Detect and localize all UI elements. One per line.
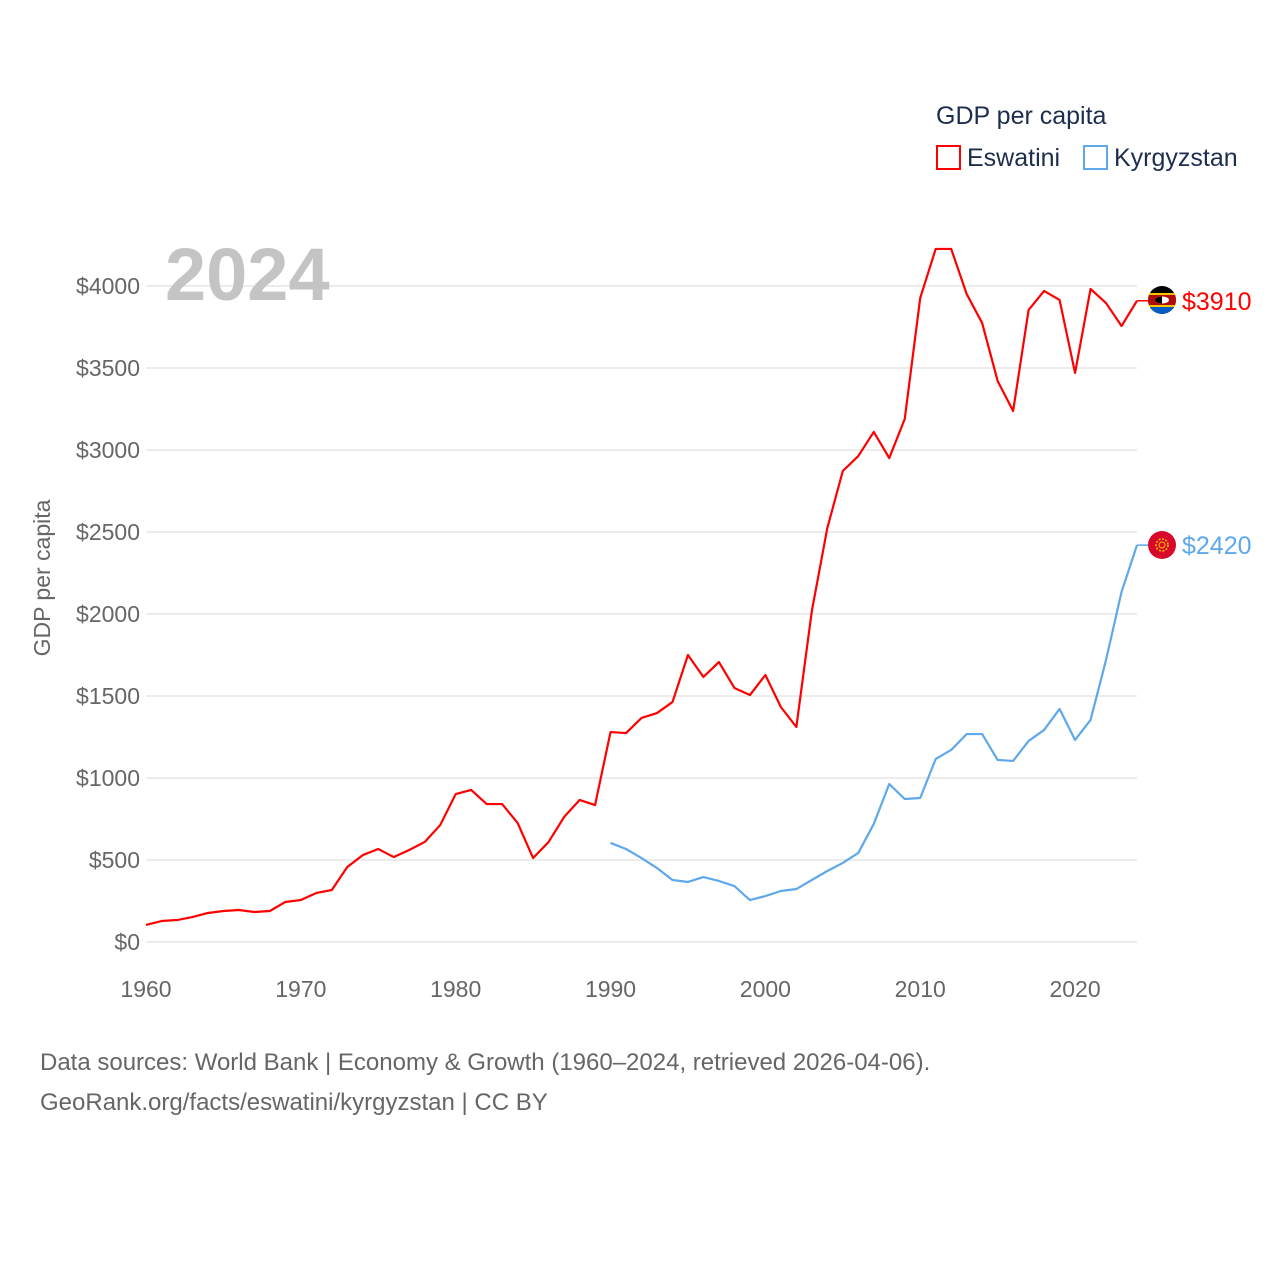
legend-item-eswatini[interactable]: Eswatini bbox=[936, 144, 1060, 172]
eswatini-flag-icon bbox=[1148, 286, 1176, 314]
legend-label: Kyrgyzstan bbox=[1114, 144, 1238, 172]
x-tick-label: 2000 bbox=[740, 976, 791, 1002]
legend-item-kyrgyzstan[interactable]: Kyrgyzstan bbox=[1083, 144, 1238, 172]
y-tick-label: $500 bbox=[89, 847, 140, 873]
y-tick-label: $4000 bbox=[76, 273, 140, 299]
legend-label: Eswatini bbox=[967, 144, 1060, 172]
y-tick-label: $3000 bbox=[76, 437, 140, 463]
x-tick-label: 2010 bbox=[895, 976, 946, 1002]
x-axis-ticks: 1960 1970 1980 1990 2000 2010 2020 bbox=[120, 976, 1100, 1002]
x-tick-label: 1980 bbox=[430, 976, 481, 1002]
legend-swatch-kyrgyzstan bbox=[1083, 145, 1108, 170]
end-value-label: $2420 bbox=[1182, 532, 1252, 560]
series-end-labels: $3910 $2420 bbox=[1182, 288, 1252, 560]
series-lines bbox=[145, 247, 1148, 927]
y-tick-label: $3500 bbox=[76, 355, 140, 381]
legend-title: GDP per capita bbox=[936, 102, 1107, 130]
gdp-line-chart: $0 $500 $1000 $1500 $2000 $2500 $3000 $3500 $400… bbox=[29, 102, 1252, 1002]
series-line-eswatini bbox=[145, 247, 1138, 927]
x-tick-label: 1970 bbox=[275, 976, 326, 1002]
source-line: Data sources: World Bank | Economy & Gro… bbox=[40, 1049, 931, 1076]
x-tick-label: 1990 bbox=[585, 976, 636, 1002]
y-axis-label: GDP per capita bbox=[29, 499, 55, 656]
source-link[interactable]: GeoRank.org/facts/eswatini/kyrgyzstan | … bbox=[40, 1089, 548, 1116]
y-tick-label: $2000 bbox=[76, 601, 140, 627]
x-tick-label: 1960 bbox=[120, 976, 171, 1002]
kyrgyzstan-flag-icon bbox=[1148, 531, 1176, 559]
y-tick-label: $1500 bbox=[76, 683, 140, 709]
legend-swatch-eswatini bbox=[936, 145, 961, 170]
end-value-label: $3910 bbox=[1182, 288, 1252, 316]
y-tick-label: $0 bbox=[114, 929, 140, 955]
y-tick-label: $2500 bbox=[76, 519, 140, 545]
y-tick-label: $1000 bbox=[76, 765, 140, 791]
series-line-kyrgyzstan bbox=[610, 544, 1139, 902]
grid-lines bbox=[146, 285, 1137, 943]
data-source-footer: Data sources: World Bank | Economy & Gro… bbox=[40, 1043, 930, 1123]
y-axis-ticks: $0 $500 $1000 $1500 $2000 $2500 $3000 $3500 $400… bbox=[76, 273, 140, 955]
x-tick-label: 2020 bbox=[1049, 976, 1100, 1002]
year-watermark: 2024 bbox=[165, 233, 330, 316]
